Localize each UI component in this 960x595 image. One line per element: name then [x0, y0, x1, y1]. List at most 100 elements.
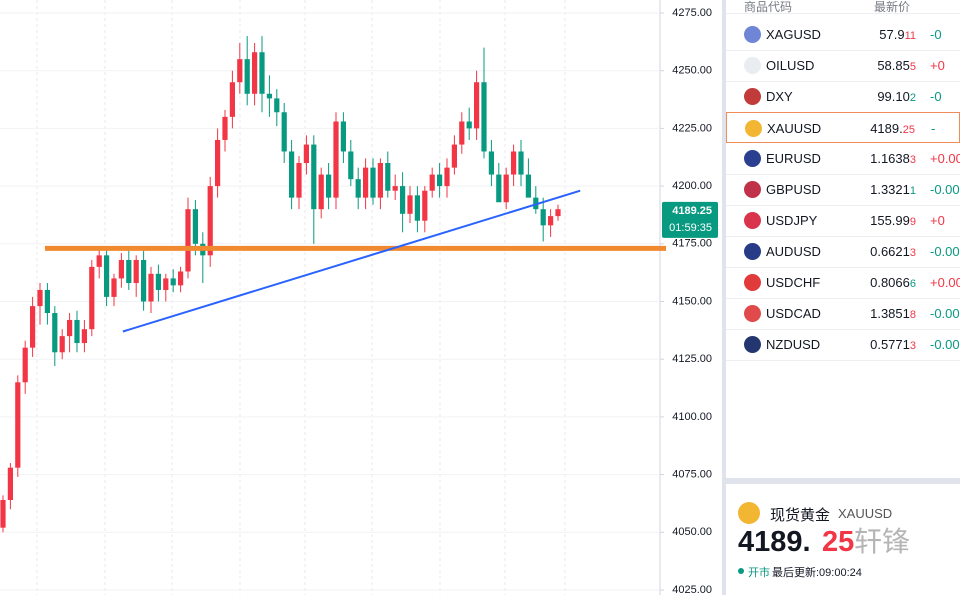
candle-body: [44, 289, 50, 314]
status: 开市: [748, 567, 770, 579]
candle-body: [496, 174, 502, 203]
candle-body: [429, 174, 435, 191]
change: +0: [930, 213, 945, 228]
symbol-icon: [745, 120, 762, 137]
candle-body: [459, 121, 465, 145]
watchlist-header: 商品代码 最新价: [726, 0, 960, 14]
candle-body: [355, 179, 361, 198]
y-tick-label: 4250.00: [672, 65, 712, 77]
change: +0.00: [930, 275, 960, 290]
watermark: 轩锋: [854, 526, 911, 557]
y-tick-label: 4050.00: [672, 526, 712, 538]
y-tick-label: 4275.00: [672, 7, 712, 19]
detail-symbol: XAUUSD: [838, 506, 893, 521]
candle-body: [414, 195, 420, 221]
candle-body: [229, 82, 235, 117]
watchlist-row[interactable]: USDJPY 155.999 +0: [726, 205, 960, 237]
price-tail: 5: [909, 61, 916, 73]
candle-body: [407, 195, 413, 214]
candle-body: [207, 186, 213, 256]
candle-body: [96, 255, 102, 267]
price-tail: 8: [909, 309, 916, 321]
watchlist-row[interactable]: XAGUSD 57.911 -0: [726, 19, 960, 51]
price-tail: 11: [904, 30, 916, 42]
candle-body: [155, 273, 161, 290]
status-dot: [738, 568, 744, 574]
candle-body: [385, 163, 391, 191]
candle-body: [67, 319, 73, 337]
watchlist-row[interactable]: GBPUSD 1.33211 -0.00: [726, 174, 960, 206]
candle-body: [548, 216, 554, 226]
candle-body: [163, 278, 169, 290]
symbol-icon: [744, 26, 761, 43]
watchlist-row[interactable]: DXY 99.102 -0: [726, 81, 960, 113]
price: 1.38518: [870, 306, 916, 321]
candle-body: [555, 209, 561, 217]
detail-name: 现货黄金: [770, 507, 831, 524]
change: -0.00: [930, 244, 960, 259]
price-tail: 6: [909, 278, 916, 290]
candle-body: [237, 59, 243, 83]
price-main: 58.85: [877, 58, 910, 73]
price: 57.911: [879, 27, 916, 42]
y-tick-label: 4225.00: [672, 122, 712, 134]
price: 58.855: [877, 58, 916, 73]
candle-body: [222, 116, 228, 140]
candle-body: [422, 190, 428, 221]
symbol: XAUUSD: [767, 121, 822, 136]
y-tick-label: 4025.00: [672, 584, 712, 595]
candle-body: [363, 167, 369, 198]
candle-body: [118, 259, 124, 279]
last-price-box: [662, 201, 718, 238]
candle-body: [89, 266, 95, 330]
y-tick-label: 4175.00: [672, 238, 712, 250]
change: -0.00: [930, 337, 960, 352]
candle-body: [318, 174, 324, 210]
symbol-icon: [744, 181, 761, 198]
candle-body: [0, 499, 6, 528]
candle-body: [259, 52, 265, 94]
y-tick-label: 4125.00: [672, 353, 712, 365]
detail-price-tail: 25: [822, 526, 855, 558]
candle-body: [503, 174, 509, 203]
candle-body: [296, 163, 302, 198]
y-tick-label: 4100.00: [672, 411, 712, 423]
candle-body: [170, 278, 176, 286]
symbol: NZDUSD: [766, 337, 821, 352]
candle-body: [252, 52, 258, 94]
watchlist-row[interactable]: EURUSD 1.16383 +0.00: [726, 143, 960, 175]
divider: [722, 0, 726, 595]
price: 0.80666: [870, 275, 916, 290]
header-symbol: 商品代码: [744, 0, 793, 14]
price-main: 1.1638: [870, 151, 910, 166]
candle-body: [192, 209, 198, 244]
symbol-icon: [744, 305, 761, 322]
last-price-label: 4189.25: [672, 205, 712, 217]
price: 0.57713: [870, 337, 916, 352]
watchlist-row[interactable]: USDCHF 0.80666 +0.00: [726, 267, 960, 299]
change: -0: [930, 89, 942, 104]
watchlist-row[interactable]: NZDUSD 0.57713 -0.00: [726, 329, 960, 361]
symbol: XAGUSD: [766, 27, 821, 42]
candle-body: [518, 151, 524, 175]
price-main: 1.3321: [870, 182, 910, 197]
change: +0.00: [930, 151, 960, 166]
watchlist-row[interactable]: USDCAD 1.38518 -0.00: [726, 298, 960, 330]
y-tick-label: 4075.00: [672, 469, 712, 481]
symbol: USDJPY: [766, 213, 818, 228]
candle-body: [185, 209, 191, 272]
symbol: EURUSD: [766, 151, 821, 166]
watchlist-row[interactable]: AUDUSD 0.66213 -0.00: [726, 236, 960, 268]
candle-body: [348, 151, 354, 180]
price: 1.33211: [870, 182, 916, 197]
candle-body: [511, 151, 517, 175]
candle-body: [281, 112, 287, 152]
candle-body: [444, 167, 450, 187]
watchlist-row[interactable]: OILUSD 58.855 +0: [726, 50, 960, 82]
detail-price: 4189.: [738, 526, 811, 558]
header-price: 最新价: [874, 0, 911, 14]
watchlist-row[interactable]: XAUUSD 4189.25 -: [726, 112, 960, 143]
candle-body: [289, 151, 295, 198]
candle-body: [311, 144, 317, 210]
